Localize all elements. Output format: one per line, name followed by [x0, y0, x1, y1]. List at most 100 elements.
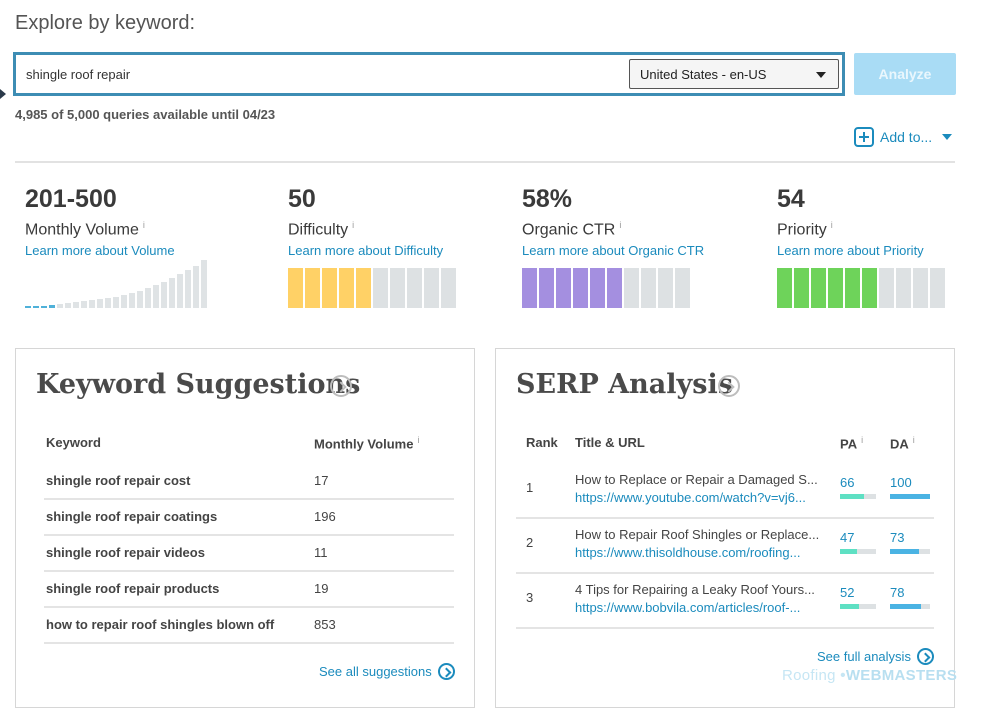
watermark-text-b: WEBMASTERS	[845, 667, 958, 684]
see-all-suggestions-link[interactable]: See all suggestions	[319, 663, 455, 680]
table-row[interactable]: how to repair roof shingles blown off 853	[44, 606, 454, 644]
see-full-analysis-link[interactable]: See full analysis	[817, 648, 934, 665]
volume-bar	[81, 301, 87, 308]
column-header-volume: Monthly Volume i	[314, 435, 419, 451]
add-to-label: Add to...	[880, 129, 933, 145]
result-url-link[interactable]: https://www.youtube.com/watch?v=vj6...	[575, 490, 806, 505]
volume-bar	[89, 300, 95, 308]
meter-segment	[305, 268, 320, 308]
volume-bar	[169, 278, 175, 308]
table-row: 1 How to Replace or Repair a Damaged S...…	[516, 462, 934, 519]
table-row[interactable]: shingle roof repair videos 11	[44, 534, 454, 572]
chevron-right-icon	[916, 648, 934, 665]
watermark-dot-icon: •	[840, 667, 846, 684]
page-title: Explore by keyword:	[15, 12, 196, 34]
meter-segment	[624, 268, 639, 308]
metric-label: Monthly Volume	[25, 221, 139, 239]
metric-value: 201-500	[25, 185, 117, 213]
keyword-cell[interactable]: shingle roof repair coatings	[46, 509, 218, 524]
volume-histogram	[25, 258, 225, 308]
learn-more-link[interactable]: Learn more about Difficulty	[288, 243, 444, 259]
meter-segment	[896, 268, 911, 308]
meter-segment	[862, 268, 877, 308]
meter-segment	[879, 268, 894, 308]
da-value: 73	[890, 530, 905, 545]
meter-segment	[777, 268, 792, 308]
meter-segment	[607, 268, 622, 308]
table-row[interactable]: shingle roof repair products 19	[44, 570, 454, 608]
volume-cell: 196	[314, 509, 336, 524]
column-header-da: DA i	[890, 435, 915, 451]
pa-bar-fill	[840, 494, 864, 499]
meter-segment	[373, 268, 388, 308]
info-icon[interactable]: i	[142, 220, 145, 230]
keyword-cell[interactable]: shingle roof repair products	[46, 581, 220, 596]
meter-segment	[556, 268, 571, 308]
da-value: 78	[890, 585, 905, 600]
info-icon[interactable]: i	[619, 220, 622, 230]
see-all-label: See all suggestions	[319, 664, 432, 679]
pa-bar	[840, 549, 876, 554]
volume-bar	[41, 306, 47, 308]
analyze-button[interactable]: Analyze	[854, 53, 956, 95]
learn-more-link[interactable]: Learn more about Organic CTR	[522, 243, 705, 259]
column-header-keyword: Keyword	[46, 435, 101, 450]
query-quota: 4,985 of 5,000 queries available until 0…	[15, 107, 276, 122]
keyword-suggestions-panel: Keyword Suggestions Keyword Monthly Volu…	[15, 348, 475, 708]
meter-segment	[913, 268, 928, 308]
column-header-title-url: Title & URL	[575, 435, 645, 450]
meter-segment	[339, 268, 354, 308]
result-url-link[interactable]: https://www.bobvila.com/articles/roof-..…	[575, 600, 801, 615]
table-row[interactable]: shingle roof repair coatings 196	[44, 498, 454, 536]
keyword-cell[interactable]: how to repair roof shingles blown off	[46, 617, 275, 632]
volume-bar	[33, 306, 39, 308]
see-full-label: See full analysis	[817, 649, 911, 664]
result-title: 4 Tips for Repairing a Leaky Roof Yours.…	[575, 582, 815, 597]
locale-dropdown[interactable]: United States - en-US	[629, 59, 839, 89]
info-icon[interactable]: i	[830, 220, 833, 230]
volume-bar	[185, 270, 191, 308]
metric-value: 54	[777, 185, 805, 213]
info-icon[interactable]: i	[861, 435, 864, 445]
volume-bar	[153, 285, 159, 308]
meter-segment	[322, 268, 337, 308]
metric-label: Organic CTR	[522, 221, 616, 239]
keyword-search-field[interactable]: shingle roof repair United States - en-U…	[13, 52, 845, 96]
chevron-right-icon	[437, 663, 455, 680]
learn-more-link[interactable]: Learn more about Volume	[25, 243, 175, 259]
table-row[interactable]: shingle roof repair cost 17	[44, 462, 454, 500]
search-input[interactable]: shingle roof repair	[26, 67, 131, 82]
info-icon[interactable]: i	[912, 435, 915, 445]
meter-segment	[573, 268, 588, 308]
meter-segment	[828, 268, 843, 308]
metric-label: Difficulty	[288, 221, 349, 239]
da-bar-fill	[890, 494, 930, 499]
metric-organic-ctr: 58% Organic CTR i Learn more about Organi…	[522, 184, 704, 261]
priority-meter	[777, 268, 945, 308]
meter-segment	[288, 268, 303, 308]
volume-cell: 19	[314, 581, 329, 596]
keyword-cell[interactable]: shingle roof repair videos	[46, 545, 205, 560]
meter-segment	[441, 268, 456, 308]
da-bar	[890, 549, 930, 554]
keyword-cell[interactable]: shingle roof repair cost	[46, 473, 191, 488]
volume-bar	[25, 306, 31, 308]
meter-segment	[845, 268, 860, 308]
rank-cell: 2	[526, 535, 534, 550]
learn-more-link[interactable]: Learn more about Priority	[777, 243, 924, 259]
metric-value: 50	[288, 185, 316, 213]
result-url-link[interactable]: https://www.thisoldhouse.com/roofing...	[575, 545, 801, 560]
pa-bar	[840, 604, 876, 609]
da-bar-fill	[890, 549, 920, 554]
da-bar	[890, 494, 930, 499]
info-icon[interactable]: i	[417, 435, 420, 445]
chevron-right-icon[interactable]	[718, 375, 740, 397]
volume-bar	[177, 274, 183, 308]
volume-cell: 853	[314, 617, 336, 632]
add-to-button[interactable]: Add to...	[854, 127, 953, 147]
chevron-right-icon[interactable]	[330, 375, 352, 397]
volume-bar	[57, 304, 63, 308]
metric-label: Priority	[777, 221, 827, 239]
metric-difficulty: 50 Difficulty i Learn more about Difficul…	[288, 184, 443, 261]
info-icon[interactable]: i	[352, 220, 355, 230]
